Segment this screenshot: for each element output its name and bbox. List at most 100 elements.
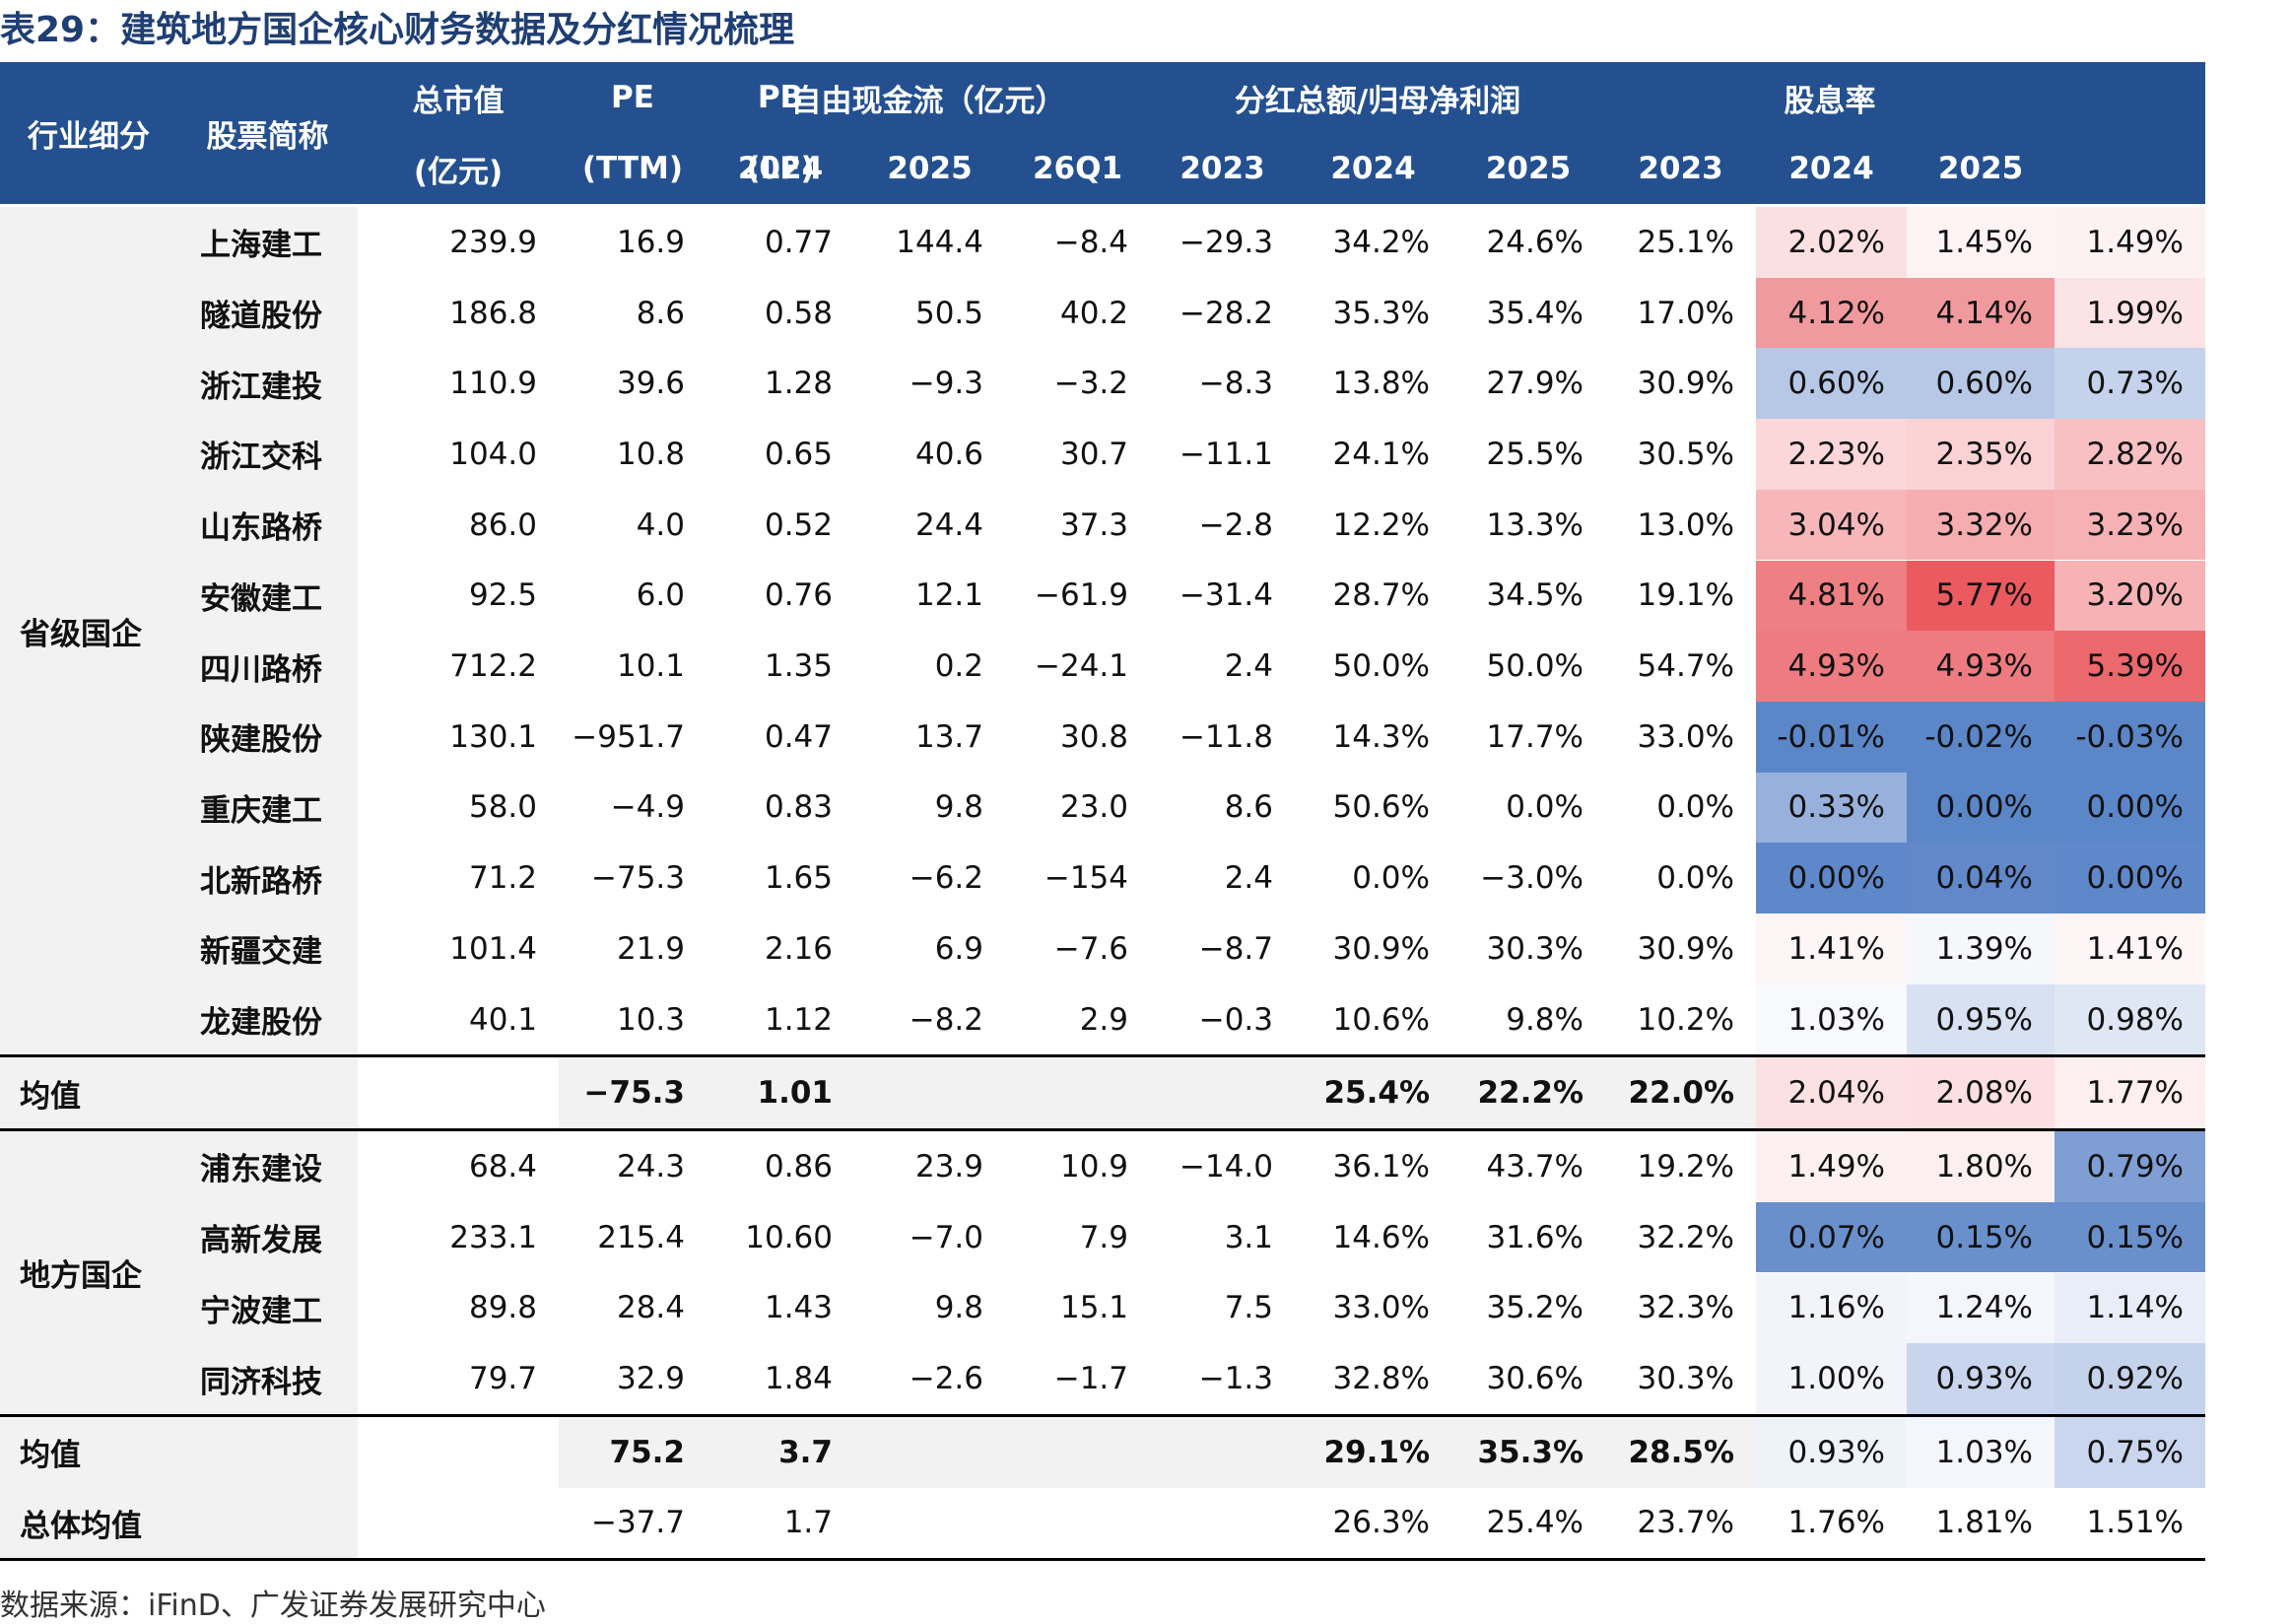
cell: 1.51%	[2086, 1505, 2184, 1541]
cell: 19.1%	[1637, 577, 1734, 614]
stock-name: 山东路桥	[200, 510, 322, 547]
overall-label: 总体均值	[20, 1508, 142, 1544]
header-cell: 2025	[1937, 151, 2024, 186]
stock-name: 重庆建工	[200, 792, 322, 829]
cell: 1.03%	[1756, 983, 1907, 1055]
cell: 10.6%	[1332, 1001, 1430, 1038]
cell: 0.00%	[1756, 843, 1907, 914]
cell: 4.0	[636, 507, 685, 543]
cell: 104.0	[449, 436, 537, 472]
stock-name: 浦东建设	[200, 1152, 322, 1188]
cell: −154	[1044, 860, 1128, 897]
cell: 32.2%	[1637, 1219, 1734, 1255]
cell: 10.8	[616, 436, 685, 472]
cell: 16.9	[616, 224, 685, 260]
cell: −6.2	[909, 860, 983, 897]
cell: 39.6	[616, 366, 685, 402]
cell: −61.9	[1035, 577, 1128, 614]
average-label: 均值	[20, 1078, 81, 1115]
stock-name: 龙建股份	[200, 1005, 322, 1042]
cell: 71.2	[468, 860, 537, 897]
cell: 1.45%	[1907, 207, 2055, 278]
header-cell: 行业细分	[28, 118, 150, 155]
cell: 4.12%	[1756, 277, 1907, 349]
cell: 130.1	[449, 718, 537, 755]
cell: 0.15%	[2055, 1201, 2205, 1273]
stock-name: 浙江交科	[200, 440, 322, 476]
cell: 30.3%	[1637, 1361, 1734, 1397]
cell: 2.4	[1224, 860, 1273, 897]
cell: 22.2%	[1451, 1057, 1605, 1129]
cell: 24.6%	[1486, 224, 1583, 260]
cell: 50.6%	[1332, 789, 1430, 826]
header-cell: 股息率	[1784, 83, 1876, 119]
label-bg	[0, 1416, 358, 1488]
cell: 13.3%	[1486, 507, 1583, 543]
cell-bg	[1150, 1416, 1295, 1488]
cell: 12.2%	[1332, 507, 1430, 543]
cell: 0.47	[764, 718, 833, 755]
cell: -0.01%	[1756, 701, 1907, 773]
cell: 30.9%	[1637, 930, 1734, 967]
cell: 3.23%	[2055, 489, 2205, 561]
cell: 40.2	[1059, 295, 1128, 331]
cell: 2.02%	[1756, 207, 1907, 278]
cell: 1.14%	[2055, 1272, 2205, 1344]
cell: −3.0%	[1480, 860, 1583, 897]
cell-bg	[854, 1057, 1005, 1129]
cell: 7.9	[1079, 1219, 1128, 1255]
rule	[0, 1054, 2205, 1058]
cell: 30.8	[1059, 718, 1128, 755]
cell: 10.3	[616, 1001, 685, 1038]
cell: 13.7	[914, 718, 983, 755]
cell: 12.1	[914, 577, 983, 614]
stock-name: 四川路桥	[200, 651, 322, 688]
cell: 1.28	[764, 366, 833, 402]
cell: 0.0%	[1656, 789, 1734, 826]
cell: 50.0%	[1486, 648, 1583, 685]
cell: 68.4	[468, 1148, 537, 1184]
cell: 1.80%	[1907, 1131, 2055, 1202]
cell: 2.16	[764, 930, 833, 967]
header-cell: PE	[611, 80, 654, 115]
stock-name: 新疆交建	[200, 934, 322, 971]
stock-name: 宁波建工	[200, 1293, 322, 1329]
stock-name: 隧道股份	[200, 299, 322, 335]
cell: −8.3	[1198, 366, 1273, 402]
cell: 36.1%	[1332, 1148, 1430, 1184]
header-band	[0, 62, 2205, 204]
cell: 10.9	[1059, 1148, 1128, 1184]
cell: 712.2	[449, 648, 537, 685]
cell: 13.0%	[1637, 507, 1734, 543]
header-cell: (TTM)	[581, 151, 684, 186]
cell: 233.1	[449, 1219, 537, 1255]
cell: 101.4	[449, 930, 537, 967]
average-label: 均值	[20, 1438, 81, 1474]
cell: 17.0%	[1637, 295, 1734, 331]
cell: 54.7%	[1637, 648, 1734, 685]
cell: 28.4	[616, 1290, 685, 1326]
cell: 75.2	[559, 1416, 707, 1488]
cell: 0.2	[934, 648, 983, 685]
cell: 29.1%	[1295, 1416, 1451, 1488]
cell: 32.9	[616, 1361, 685, 1397]
stock-name: 安徽建工	[200, 580, 322, 617]
header-cell: 2024	[1330, 151, 1416, 186]
cell: 25.1%	[1637, 224, 1734, 260]
header-cell: 总市值	[412, 83, 505, 119]
cell: 28.5%	[1605, 1416, 1756, 1488]
cell: 22.0%	[1605, 1057, 1756, 1129]
cell: 186.8	[449, 295, 537, 331]
cell: 0.60%	[1756, 348, 1907, 420]
cell: 35.4%	[1486, 295, 1583, 331]
rule	[0, 1558, 2205, 1562]
cell: 30.3%	[1486, 930, 1583, 967]
cell: −4.9	[610, 789, 685, 826]
cell: −8.7	[1198, 930, 1273, 967]
cell: −2.6	[909, 1361, 983, 1397]
cell: 1.00%	[1756, 1343, 1907, 1414]
cell: 0.73%	[2055, 348, 2205, 420]
cell: 1.24%	[1907, 1272, 2055, 1344]
cell: 0.92%	[2055, 1343, 2205, 1414]
cell: −951.7	[572, 718, 685, 755]
